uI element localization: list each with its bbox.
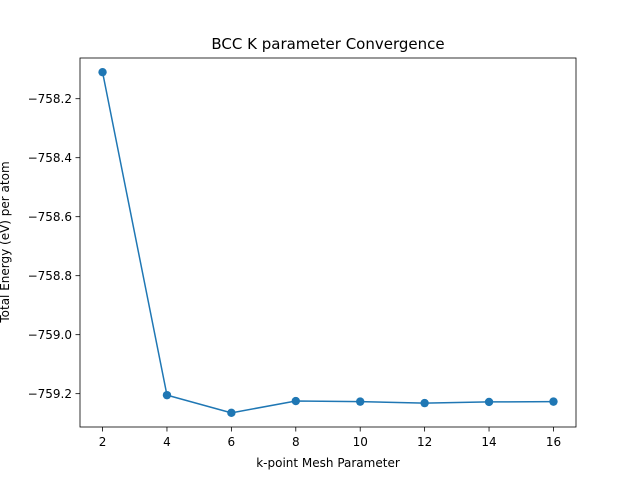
x-tick-label: 4 — [163, 435, 171, 449]
y-tick-label: −758.6 — [28, 210, 72, 224]
x-tick-label: 8 — [292, 435, 300, 449]
data-point — [227, 408, 236, 418]
x-axis-label: k-point Mesh Parameter — [256, 456, 400, 470]
y-tick-label: −758.8 — [28, 269, 72, 283]
y-tick-label: −759.2 — [28, 387, 72, 401]
chart-title: BCC K parameter Convergence — [211, 35, 444, 53]
x-tick-label: 2 — [99, 435, 107, 449]
y-tick-label: −759.0 — [28, 328, 72, 342]
series-layer — [98, 67, 558, 418]
x-tick-label: 14 — [481, 435, 496, 449]
x-tick-label: 10 — [353, 435, 368, 449]
x-tick-label: 6 — [228, 435, 236, 449]
series-line — [101, 72, 554, 414]
y-axis-label: Total Energy (eV) per atom — [0, 161, 12, 323]
plot-area-frame — [79, 57, 577, 428]
x-tick-label: 16 — [546, 435, 561, 449]
ticks-layer: 2 4 6 8 10 12 14 16 −759.2 −759.0 −758.8 −758.6 −758… — [28, 92, 562, 449]
data-point — [549, 397, 558, 406]
data-point — [162, 390, 172, 400]
y-tick-label: −758.2 — [28, 92, 72, 106]
data-point — [291, 396, 300, 406]
data-point — [356, 397, 365, 406]
data-point — [484, 397, 494, 407]
data-point — [420, 398, 429, 408]
y-tick-label: −758.4 — [28, 151, 72, 165]
data-point — [98, 67, 107, 77]
x-tick-label: 12 — [417, 435, 432, 449]
